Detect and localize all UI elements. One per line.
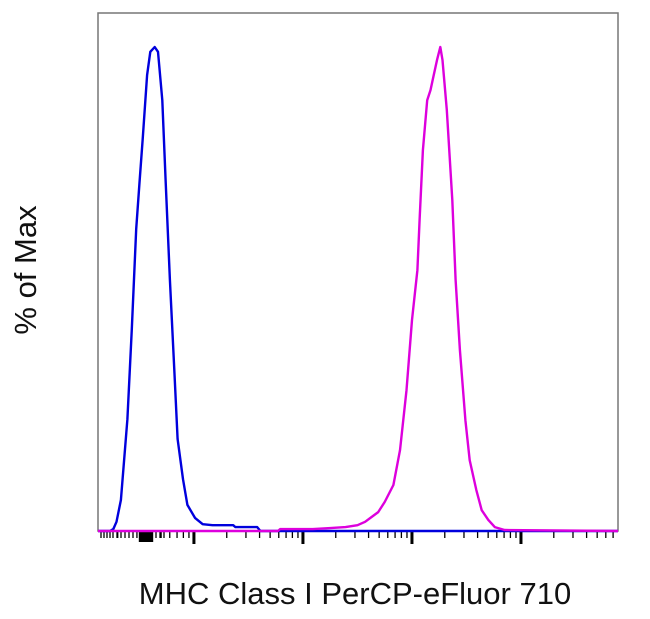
y-axis-label: % of Max [8,205,43,335]
plot-frame [97,12,619,532]
x-axis-label: MHC Class I PerCP-eFluor 710 [138,576,572,611]
histogram-series-1 [98,45,618,533]
x-axis-ticks [100,531,614,544]
series-group [98,45,619,533]
histogram-series-2 [98,45,619,533]
